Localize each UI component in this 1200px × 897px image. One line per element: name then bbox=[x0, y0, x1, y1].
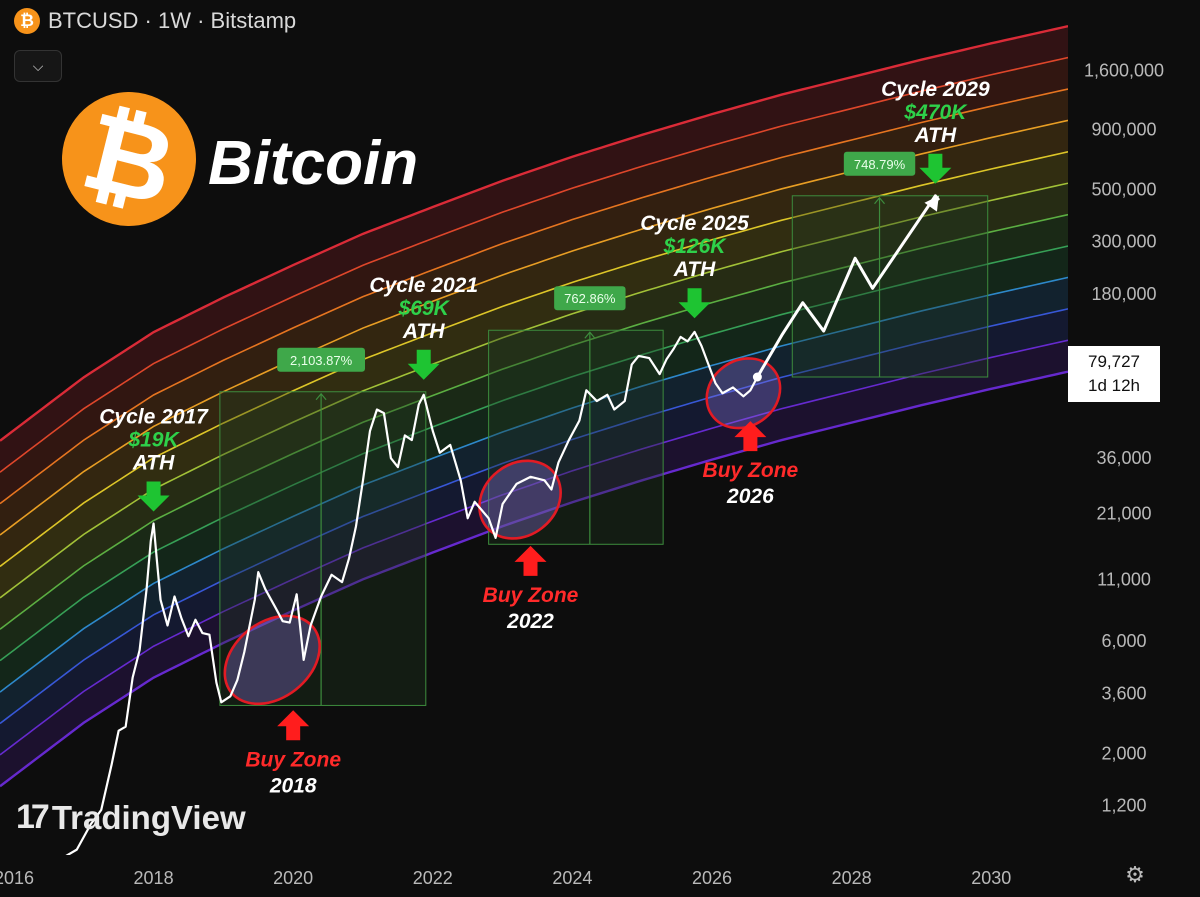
price-line bbox=[65, 330, 759, 855]
ath-label: ATH bbox=[132, 451, 175, 474]
rainbow-band bbox=[0, 26, 1068, 473]
x-tick-label: 2028 bbox=[832, 868, 872, 888]
y-tick-label: 900,000 bbox=[1091, 119, 1156, 139]
tradingview-logo-mark: 17 bbox=[16, 798, 50, 836]
measure-label-box bbox=[277, 347, 365, 372]
y-tick-label: 1,600,000 bbox=[1084, 61, 1164, 81]
buy-zone-label: Buy Zone bbox=[703, 459, 799, 482]
rainbow-band bbox=[0, 277, 1068, 724]
ath-label: ATH bbox=[914, 124, 957, 147]
y-tick-label: 11,000 bbox=[1097, 569, 1151, 589]
measure-pin-head bbox=[874, 196, 885, 205]
buy-arrow bbox=[734, 421, 767, 452]
projection-line bbox=[756, 194, 941, 378]
rainbow-line bbox=[0, 56, 1068, 473]
rainbow-band bbox=[0, 151, 1068, 598]
cycle-title-label: Cycle 2029 bbox=[881, 78, 990, 101]
rainbow-line bbox=[0, 182, 1068, 599]
buy-arrow bbox=[514, 545, 547, 576]
buy-zone-year-label: 2022 bbox=[506, 610, 554, 633]
y-tick-label: 300,000 bbox=[1091, 232, 1156, 252]
buy-zone-label: Buy Zone bbox=[483, 584, 579, 607]
y-tick-label: 6,000 bbox=[1101, 631, 1146, 651]
rainbow-line bbox=[0, 245, 1068, 662]
ath-price-label: $126K bbox=[663, 235, 728, 258]
rainbow-band bbox=[0, 183, 1068, 630]
buy-zone-year-label: 2018 bbox=[269, 774, 317, 797]
buy-zone-year-label: 2026 bbox=[726, 485, 774, 508]
rainbow-band bbox=[0, 246, 1068, 693]
ath-price-label: $69K bbox=[398, 297, 451, 320]
y-tick-label: 36,000 bbox=[1096, 448, 1151, 468]
measure-label: 762.86% bbox=[564, 291, 616, 306]
y-tick-label: 500,000 bbox=[1091, 179, 1156, 199]
bitcoin-coin-icon: ₿ bbox=[14, 8, 40, 34]
measure-pin-head bbox=[584, 331, 596, 339]
last-price-tag: 79,727 1d 12h bbox=[1068, 346, 1160, 402]
plot-area: 2,103.87% 762.86% 748.79% bbox=[0, 25, 1068, 855]
y-tick-label: 21,000 bbox=[1096, 503, 1151, 523]
ath-label: ATH bbox=[673, 258, 716, 281]
ath-arrow bbox=[919, 153, 952, 184]
cycle-title-label: Cycle 2017 bbox=[99, 405, 209, 428]
rainbow-line bbox=[0, 370, 1068, 788]
rainbow-line bbox=[0, 213, 1068, 630]
rainbow-band bbox=[0, 57, 1068, 504]
gear-icon[interactable]: ⚙ bbox=[1125, 862, 1145, 887]
y-tick-label: 180,000 bbox=[1091, 284, 1156, 304]
brand-title: Bitcoin bbox=[208, 129, 419, 198]
projection-arrowhead bbox=[924, 195, 939, 212]
last-price: 79,727 bbox=[1088, 352, 1140, 371]
buy-zone-label: Buy Zone bbox=[245, 748, 341, 771]
x-tick-label: 2016 bbox=[0, 868, 34, 888]
measure-label-box bbox=[843, 151, 916, 176]
measure-pin-head bbox=[315, 392, 327, 401]
rainbow-line bbox=[0, 276, 1068, 693]
measure-box bbox=[488, 329, 664, 545]
measure-label: 2,103.87% bbox=[290, 353, 353, 368]
x-tick-label: 2026 bbox=[692, 868, 732, 888]
ath-arrow bbox=[137, 481, 170, 512]
y-tick-label: 2,000 bbox=[1101, 743, 1146, 763]
bar-countdown: 1d 12h bbox=[1088, 376, 1140, 395]
ath-arrow bbox=[407, 349, 440, 380]
rainbow-band bbox=[0, 308, 1068, 755]
rainbow-band bbox=[0, 214, 1068, 661]
symbol-header[interactable]: ₿ BTCUSD · 1W · Bitstamp bbox=[14, 8, 296, 34]
cycle-title-label: Cycle 2021 bbox=[369, 274, 478, 297]
rainbow-line bbox=[0, 339, 1068, 756]
buy-zone-ellipse bbox=[705, 357, 782, 430]
last-price-dot bbox=[752, 372, 762, 382]
ath-price-label: $19K bbox=[127, 428, 180, 451]
ath-arrow bbox=[678, 288, 711, 319]
rainbow-line bbox=[0, 88, 1068, 505]
ath-label: ATH bbox=[402, 320, 445, 343]
measure-box bbox=[791, 195, 989, 378]
x-tick-label: 2022 bbox=[413, 868, 453, 888]
x-tick-label: 2030 bbox=[971, 868, 1011, 888]
rainbow-line bbox=[0, 25, 1068, 442]
y-tick-label: 1,200 bbox=[1101, 796, 1146, 816]
chevron-down-icon: ⌵ bbox=[32, 57, 44, 74]
measure-label-box bbox=[554, 286, 626, 311]
rainbow-band bbox=[0, 120, 1068, 567]
y-tick-label: 3,600 bbox=[1101, 683, 1146, 703]
x-tick-label: 2020 bbox=[273, 868, 313, 888]
rainbow-line bbox=[0, 151, 1068, 568]
rainbow-band bbox=[0, 88, 1068, 536]
tradingview-name: TradingView bbox=[51, 798, 246, 836]
cycle-title-label: Cycle 2025 bbox=[640, 212, 749, 235]
buy-arrow bbox=[277, 710, 310, 741]
collapse-button[interactable]: ⌵ bbox=[14, 50, 62, 82]
symbol-line: BTCUSD · 1W · Bitstamp bbox=[48, 8, 297, 33]
tradingview-watermark: 17 TradingView bbox=[16, 798, 246, 837]
ath-price-label: $470K bbox=[903, 101, 968, 124]
x-tick-label: 2024 bbox=[552, 868, 592, 888]
rainbow-band bbox=[0, 340, 1068, 787]
rainbow-line bbox=[0, 308, 1068, 725]
x-tick-label: 2018 bbox=[134, 868, 174, 888]
measure-box bbox=[219, 391, 427, 706]
measure-label: 748.79% bbox=[854, 157, 906, 172]
